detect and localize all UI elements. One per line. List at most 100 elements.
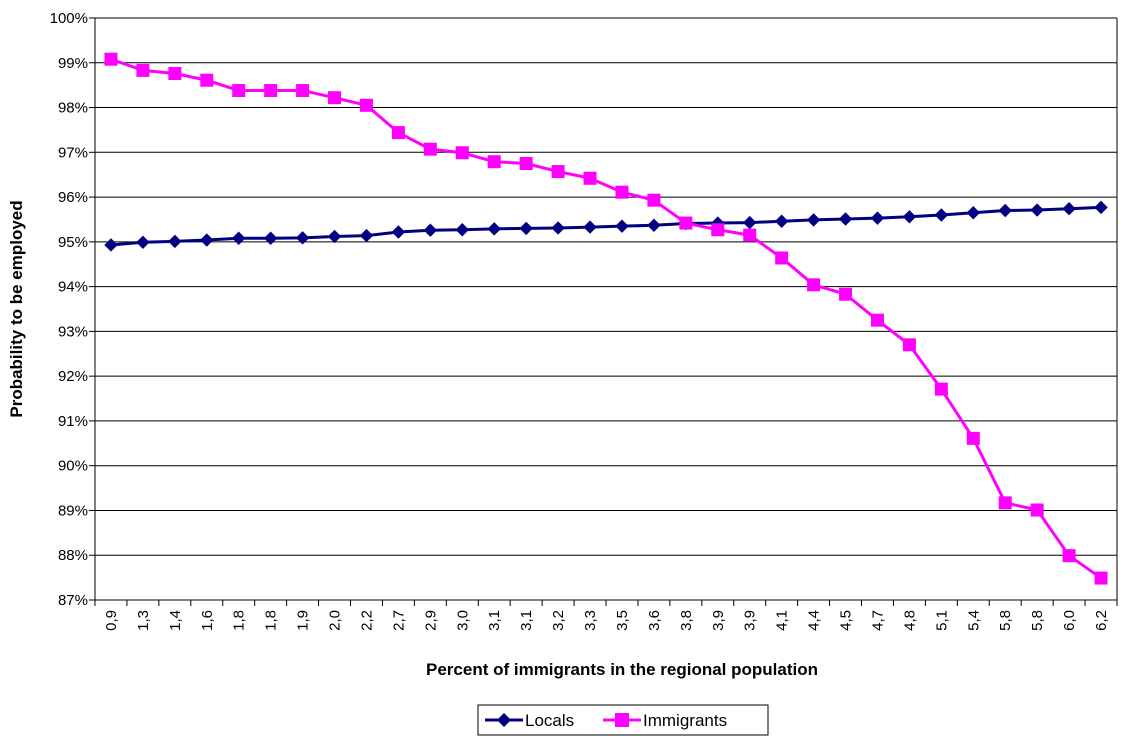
data-point-immigrants: [264, 84, 278, 98]
data-point-immigrants: [136, 63, 150, 77]
x-tick-label: 2,2: [358, 610, 375, 631]
data-point-immigrants: [647, 193, 661, 207]
data-point-locals: [423, 223, 438, 237]
x-tick-label: 3,5: [614, 610, 631, 631]
y-tick-label: 93%: [58, 323, 88, 340]
data-point-immigrants: [743, 228, 757, 242]
x-tick-label: 5,4: [965, 610, 982, 631]
x-tick-label: 3,3: [582, 610, 599, 631]
plot-area: [95, 18, 1117, 600]
data-point-immigrants: [807, 278, 821, 292]
x-tick-label: 3,1: [486, 610, 503, 631]
y-tick-label: 91%: [58, 413, 88, 430]
x-tick-labels: 0,9 1,3 1,4 1,6 1,8 1,8 1,9 2,0 2,2 2,7 2,9 3,0 3,1 3…: [103, 610, 1110, 631]
y-axis-title: Probability to be employed: [7, 200, 26, 417]
x-tick-label: 1,9: [295, 610, 312, 631]
data-point-immigrants: [232, 84, 246, 98]
x-tick-label: 1,6: [199, 610, 216, 631]
y-tick-label: 100%: [50, 10, 88, 27]
data-point-locals: [263, 231, 278, 245]
y-tick-label: 92%: [58, 368, 88, 385]
data-point-immigrants: [998, 496, 1012, 510]
data-point-locals: [200, 233, 214, 247]
y-tick-labels: 87% 88% 89% 90% 91% 92% 93% 94% 95% 96% 97% 98% 99% 1…: [50, 10, 88, 609]
y-tick-label: 87%: [58, 592, 88, 609]
data-point-immigrants: [328, 91, 342, 105]
data-point-locals: [455, 223, 469, 237]
x-tick-label: 6,0: [1061, 610, 1078, 631]
x-tick-label: 6,2: [1093, 610, 1110, 631]
data-point-immigrants: [455, 146, 469, 160]
y-tick-label: 90%: [58, 458, 88, 475]
y-tick-label: 97%: [58, 144, 88, 161]
y-tick-label: 98%: [58, 100, 88, 117]
series-markers: [104, 52, 1108, 585]
legend: Locals Immigrants: [477, 704, 769, 736]
axes: [89, 17, 1118, 606]
x-tick-label: 4,1: [774, 610, 791, 631]
data-point-locals: [1094, 200, 1108, 215]
x-tick-label: 1,4: [167, 610, 184, 631]
data-point-locals: [487, 222, 501, 236]
x-tick-label: 3,1: [518, 610, 535, 631]
data-point-immigrants: [902, 338, 916, 352]
x-tick-label: 3,0: [454, 610, 471, 631]
data-point-immigrants: [583, 171, 597, 185]
data-point-immigrants: [487, 155, 501, 169]
x-tick-label: 5,1: [933, 610, 950, 631]
legend-label-locals: Locals: [525, 711, 574, 730]
data-point-locals: [104, 238, 118, 252]
data-point-immigrants: [679, 216, 693, 230]
data-point-locals: [902, 210, 917, 224]
x-tick-label: 5,8: [997, 610, 1014, 631]
data-point-locals: [551, 221, 565, 235]
x-tick-label: 4,8: [901, 610, 918, 631]
x-tick-label: 3,2: [550, 610, 567, 631]
y-tick-label: 99%: [58, 55, 88, 72]
x-tick-label: 0,9: [103, 610, 120, 631]
x-tick-label: 2,9: [422, 610, 439, 631]
data-point-immigrants: [296, 84, 310, 98]
x-tick-label: 2,0: [327, 610, 344, 631]
data-point-locals: [583, 220, 597, 234]
data-point-locals: [519, 221, 533, 236]
data-point-immigrants: [519, 157, 533, 170]
y-tick-label: 96%: [58, 189, 88, 206]
data-point-immigrants: [359, 98, 373, 112]
gridlines: [95, 17, 1117, 601]
x-tick-label: 3,6: [646, 610, 663, 631]
data-point-locals: [295, 231, 310, 245]
data-point-immigrants: [870, 313, 884, 327]
x-tick-label: 1,3: [135, 610, 152, 631]
data-point-locals: [391, 225, 406, 239]
data-point-immigrants: [775, 251, 789, 265]
data-point-immigrants: [839, 287, 853, 301]
x-axis-title: Percent of immigrants in the regional po…: [426, 660, 818, 679]
data-point-locals: [838, 212, 853, 226]
data-point-immigrants: [168, 67, 182, 81]
data-point-locals: [168, 234, 182, 249]
data-point-immigrants: [966, 431, 980, 445]
x-tick-label: 3,9: [742, 610, 759, 631]
x-tick-label: 2,7: [390, 610, 407, 631]
legend-marker-immigrants: [615, 713, 629, 727]
data-point-immigrants: [423, 142, 437, 156]
data-point-immigrants: [934, 382, 948, 396]
y-tick-label: 94%: [58, 279, 88, 296]
data-point-locals: [327, 229, 342, 244]
data-point-locals: [615, 219, 629, 233]
y-tick-label: 95%: [58, 234, 88, 251]
data-point-locals: [998, 203, 1012, 218]
data-point-locals: [359, 228, 374, 243]
data-point-locals: [870, 211, 885, 225]
data-point-locals: [647, 218, 661, 232]
x-tick-label: 1,8: [231, 610, 248, 631]
data-point-locals: [806, 213, 821, 227]
legend-label-immigrants: Immigrants: [643, 711, 727, 730]
data-point-locals: [232, 231, 246, 245]
x-tick-label: 4,4: [806, 610, 823, 631]
x-tick-label: 4,5: [838, 610, 855, 631]
data-point-immigrants: [391, 126, 405, 140]
data-point-locals: [1062, 202, 1076, 216]
data-point-immigrants: [615, 185, 629, 199]
